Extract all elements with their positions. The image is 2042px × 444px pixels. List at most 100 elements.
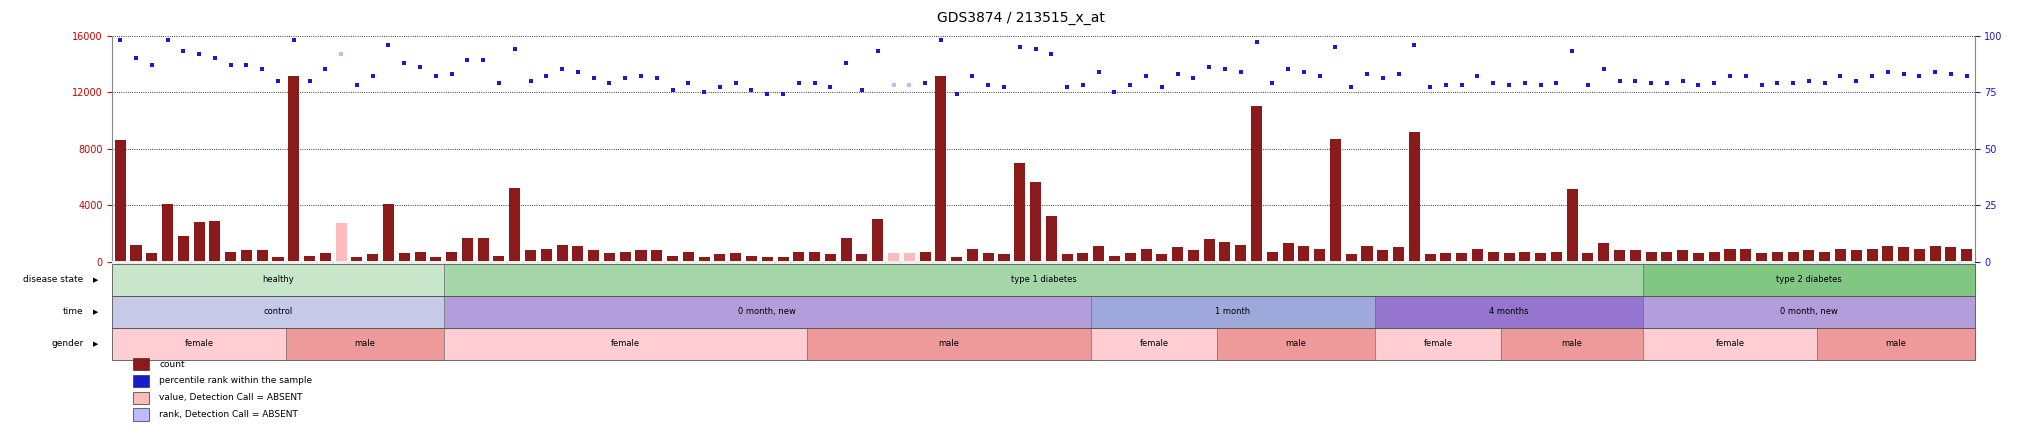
Bar (1456, 253, 1468, 262)
Point (545, 66, 578, 73)
Point (482, 79, 515, 87)
Point (1256, 79, 1289, 87)
Bar (398, 253, 410, 262)
Bar (1015, 163, 1025, 262)
Bar (288, 76, 300, 262)
Point (404, 63, 437, 71)
Point (1446, 82, 1478, 89)
Text: healthy: healthy (261, 275, 294, 284)
Point (184, 50, 216, 57)
Bar (731, 253, 741, 262)
Text: female: female (1715, 339, 1744, 348)
Point (1272, 66, 1305, 73)
Bar (809, 252, 821, 262)
Point (1950, 73, 1983, 80)
Bar (1583, 253, 1593, 262)
Bar (541, 249, 551, 262)
Bar (888, 253, 898, 262)
Point (1636, 79, 1668, 87)
Bar (525, 250, 537, 262)
Bar (635, 250, 647, 262)
Point (1572, 82, 1605, 89)
Bar (1946, 247, 1956, 262)
Point (972, 82, 1005, 89)
Point (1209, 66, 1242, 73)
Bar (131, 245, 141, 262)
Bar (1536, 253, 1546, 262)
Bar (194, 222, 204, 262)
Bar (1472, 249, 1482, 262)
Bar (1787, 252, 1799, 262)
Point (1176, 75, 1209, 82)
Bar (604, 253, 615, 262)
Point (1335, 84, 1368, 91)
Point (515, 77, 547, 84)
Bar (1613, 250, 1625, 262)
Text: 0 month, new: 0 month, new (739, 307, 796, 316)
Point (1934, 71, 1966, 78)
Bar (178, 236, 188, 262)
Point (1809, 79, 1842, 87)
Bar (431, 257, 441, 262)
Bar (1693, 253, 1703, 262)
Point (704, 84, 737, 91)
Bar (557, 245, 568, 262)
Bar (1550, 252, 1562, 262)
Bar (1299, 246, 1309, 262)
Bar (241, 250, 251, 262)
Point (1319, 43, 1352, 50)
Bar (1866, 249, 1877, 262)
Text: percentile rank within the sample: percentile rank within the sample (159, 377, 312, 385)
Bar (304, 256, 314, 262)
Point (625, 73, 658, 80)
Text: female: female (1139, 339, 1168, 348)
Bar (114, 140, 127, 262)
Point (909, 79, 941, 87)
Point (925, 36, 958, 44)
Text: rank, Detection Call = ABSENT: rank, Detection Call = ABSENT (159, 410, 298, 419)
Bar (1630, 250, 1642, 262)
Point (1462, 73, 1495, 80)
Point (766, 91, 798, 98)
Bar (1646, 252, 1656, 262)
Point (1399, 41, 1431, 48)
Text: GDS3874 / 213515_x_at: GDS3874 / 213515_x_at (937, 11, 1105, 25)
Text: ▶: ▶ (94, 341, 98, 347)
Bar (1219, 242, 1231, 262)
Point (1350, 71, 1382, 78)
Text: male: male (1286, 339, 1307, 348)
Bar (935, 76, 945, 262)
Bar (321, 253, 331, 262)
Point (1129, 73, 1162, 80)
Point (1619, 77, 1652, 84)
Bar (1756, 253, 1766, 262)
Bar (715, 254, 725, 262)
Bar (1078, 253, 1088, 262)
Point (1413, 84, 1446, 91)
Point (688, 88, 721, 95)
Text: 1 month: 1 month (1215, 307, 1250, 316)
Bar (1109, 256, 1119, 262)
Bar (1141, 249, 1152, 262)
Point (1193, 63, 1225, 71)
Point (1239, 39, 1272, 46)
Bar (1772, 252, 1783, 262)
Bar (1046, 216, 1058, 262)
Point (988, 84, 1021, 91)
Point (1730, 73, 1762, 80)
Point (498, 46, 531, 53)
Bar (1425, 254, 1436, 262)
Point (198, 55, 231, 62)
Bar (1266, 252, 1278, 262)
Point (641, 75, 674, 82)
Point (261, 77, 294, 84)
Point (372, 41, 404, 48)
Point (1540, 79, 1572, 87)
Bar (1376, 250, 1389, 262)
Text: disease state: disease state (22, 275, 84, 284)
Point (419, 73, 451, 80)
Point (562, 68, 594, 75)
Bar (1723, 249, 1736, 262)
Bar (461, 238, 474, 262)
Point (1870, 68, 1903, 75)
